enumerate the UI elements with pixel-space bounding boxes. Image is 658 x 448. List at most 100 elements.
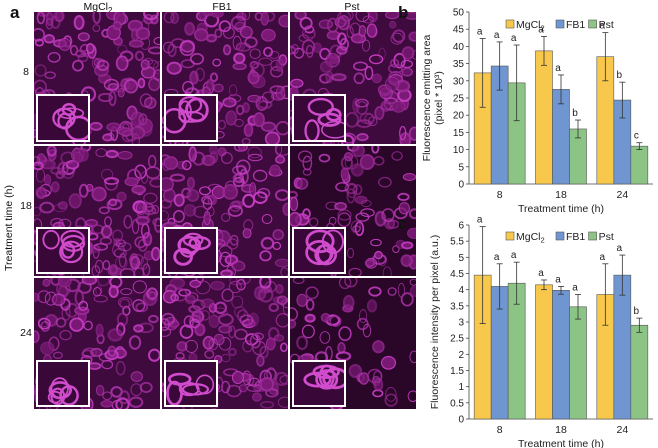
- panel-b-letter: b: [398, 3, 409, 22]
- significance-letter: c: [634, 131, 639, 142]
- micrograph-18h-mgcl2: [34, 146, 160, 276]
- micrograph-24h-pst: [290, 278, 416, 409]
- column-header-mgcl2: MgCl2: [83, 1, 113, 16]
- y-tick-label: 0: [458, 180, 464, 191]
- y-tick-label: 5: [458, 162, 464, 173]
- legend-label-pst: Pst: [599, 19, 614, 31]
- bar-mgcl2-18h: [535, 284, 553, 420]
- micrograph-inset: [164, 227, 219, 274]
- x-tick-label: 24: [616, 424, 628, 436]
- y-tick-label: 5: [458, 253, 464, 264]
- y-tick-label: 5.5: [450, 237, 464, 248]
- y-tick-label: 3.5: [450, 301, 464, 312]
- bar-pst-24h: [630, 145, 649, 185]
- legend-label-mgcl2: MgCl2: [516, 231, 545, 245]
- panel-a-y-axis-label: Treatment time (h): [3, 185, 15, 271]
- micrograph-8h-fb1: [162, 12, 288, 144]
- bar-fb1-18h: [552, 290, 570, 420]
- y-tick-label: 0.5: [450, 398, 464, 409]
- y-tick-label: 0: [458, 415, 464, 426]
- micrograph-8h-pst: [290, 12, 416, 144]
- significance-letter: a: [617, 243, 623, 254]
- column-header-pst: Pst: [344, 1, 360, 13]
- micrograph-inset: [164, 359, 219, 407]
- significance-letter: b: [634, 306, 640, 317]
- y-tick-label: 30: [453, 76, 465, 87]
- row-label-24h: 24: [20, 327, 32, 339]
- legend-label-mgcl2: MgCl2: [516, 19, 545, 33]
- significance-letter: a: [538, 268, 544, 279]
- panel-a-letter: a: [10, 3, 20, 22]
- x-tick-label: 8: [497, 189, 503, 201]
- legend-label-pst: Pst: [599, 231, 614, 243]
- micrograph-inset: [36, 227, 91, 274]
- row-label-18h: 18: [20, 200, 32, 212]
- micrograph-24h-mgcl2: [34, 278, 160, 409]
- panel-c-letter: c: [398, 214, 408, 233]
- legend-label-fb1: FB1: [566, 19, 585, 31]
- significance-letter: b: [572, 108, 578, 119]
- y-tick-label: 1.5: [450, 366, 464, 377]
- legend-swatch-pst: [588, 231, 597, 241]
- row-label-8h: 8: [23, 66, 29, 78]
- significance-letter: b: [617, 70, 623, 81]
- y-tick-label: 35: [453, 59, 465, 70]
- significance-letter: a: [600, 252, 606, 263]
- significance-letter: a: [572, 283, 578, 294]
- y-tick-label: 2.5: [450, 334, 464, 345]
- significance-letter: a: [494, 252, 500, 263]
- y-axis-label: Fluorescence intensity per pixel (a.u.): [429, 235, 441, 410]
- micrograph-inset: [292, 227, 347, 274]
- micrograph-inset: [36, 359, 91, 407]
- significance-letter: a: [555, 274, 561, 285]
- micrograph-18h-fb1: [162, 146, 288, 276]
- legend-swatch-mgcl2: [505, 19, 515, 29]
- y-tick-label: 50: [453, 8, 465, 19]
- x-axis-label: Treatment time (h): [518, 438, 604, 448]
- bar-fb1-24h: [613, 274, 632, 420]
- significance-letter: a: [538, 24, 544, 35]
- y-tick-label: 15: [453, 128, 465, 139]
- micrograph-24h-fb1: [162, 278, 288, 409]
- y-tick-label: 3: [458, 318, 464, 329]
- legend-swatch-mgcl2: [505, 231, 515, 241]
- legend-swatch-fb1: [555, 231, 565, 241]
- y-tick-label: 2: [458, 350, 464, 361]
- significance-letter: a: [511, 250, 517, 261]
- significance-letter: a: [511, 33, 517, 44]
- y-tick-label: 25: [453, 94, 465, 105]
- micrograph-8h-mgcl2: [34, 12, 160, 144]
- significance-letter: a: [494, 30, 500, 41]
- y-tick-label: 40: [453, 42, 465, 53]
- significance-letter: a: [555, 63, 561, 74]
- x-axis-label: Treatment time (h): [518, 203, 604, 214]
- micrograph-inset: [36, 94, 91, 142]
- micrograph-18h-pst: [290, 146, 416, 276]
- bar-pst-24h: [630, 324, 649, 420]
- micrograph-inset: [292, 94, 347, 142]
- y-tick-label: 1: [458, 382, 464, 393]
- micrograph-inset: [164, 94, 219, 142]
- legend-swatch-pst: [588, 19, 597, 29]
- y-tick-label: 10: [453, 145, 465, 156]
- y-tick-label: 6: [458, 221, 464, 232]
- x-tick-label: 24: [616, 189, 628, 201]
- significance-letter: a: [477, 26, 483, 37]
- y-tick-label: 45: [453, 25, 465, 36]
- y-tick-label: 4.5: [450, 269, 464, 280]
- column-header-fb1: FB1: [212, 1, 232, 13]
- y-tick-label: 20: [453, 111, 465, 122]
- legend-label-fb1: FB1: [566, 231, 585, 243]
- x-tick-label: 18: [555, 189, 567, 201]
- y-axis-label-line-1: Fluorescence emitting area: [421, 35, 433, 162]
- bar-mgcl2-18h: [535, 50, 553, 185]
- significance-letter: a: [600, 21, 606, 32]
- x-tick-label: 8: [497, 424, 503, 436]
- x-tick-label: 18: [555, 424, 567, 436]
- micrograph-inset: [292, 359, 347, 407]
- bar-pst-18h: [569, 306, 587, 420]
- legend-swatch-fb1: [555, 19, 565, 29]
- y-axis-label-line-2: (pixel * 10³): [433, 71, 445, 125]
